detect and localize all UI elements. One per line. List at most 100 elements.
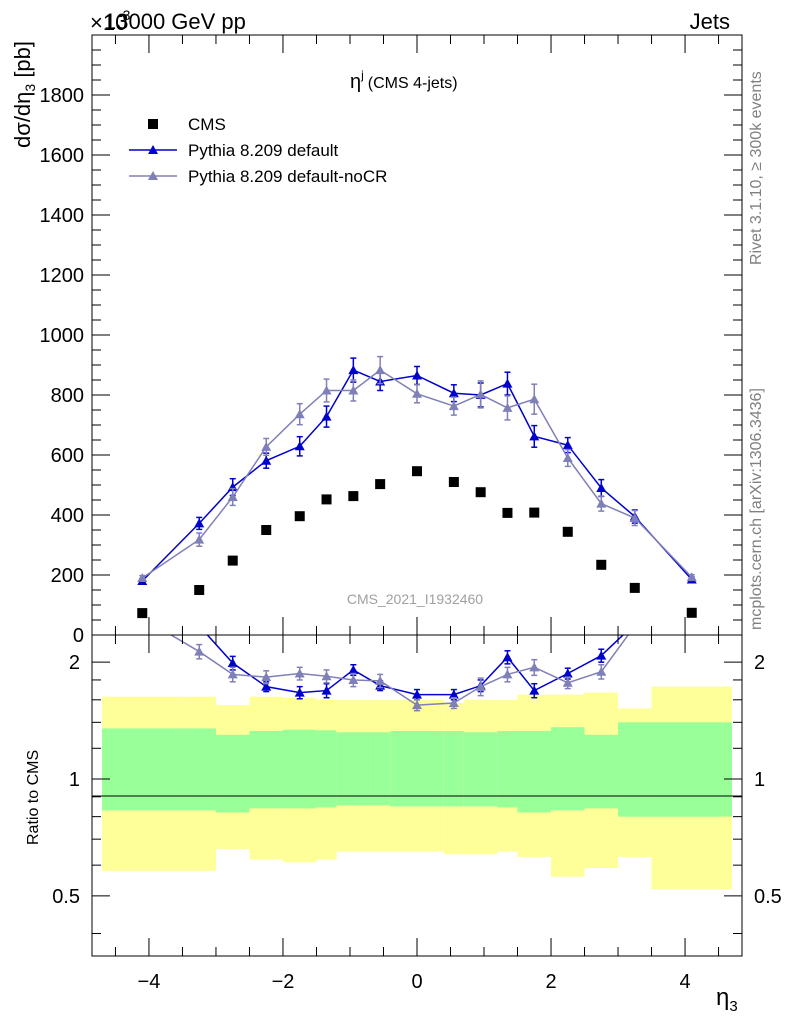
ratio-point-pythia-nocr (227, 669, 238, 679)
ratio-point-pythia-default (321, 685, 332, 695)
ratio-band-inner (463, 732, 498, 807)
legend-marker-pythia-default (148, 145, 158, 154)
ratio-band-inner (249, 730, 283, 809)
x-tick-label: 0 (411, 971, 422, 993)
ratio-band-inner (336, 732, 371, 806)
data-point-pythia-nocr (502, 402, 513, 412)
data-point-pythia-default (529, 431, 540, 441)
data-point-cms (294, 511, 305, 522)
ratio-point-pythia-default (227, 658, 238, 668)
main-y-tick-label: 1800 (40, 85, 85, 107)
main-y-tick-label: 1600 (40, 145, 85, 167)
ratio-band-inner (182, 728, 216, 811)
ratio-point-pythia-default (448, 689, 459, 699)
main-y-tick-label: 200 (51, 565, 84, 587)
data-point-pythia-nocr (194, 534, 205, 544)
main-series (137, 355, 697, 619)
data-point-pythia-default (562, 440, 573, 450)
data-point-pythia-nocr (562, 453, 573, 462)
main-y-tick-label: 1400 (40, 205, 85, 227)
ratio-point-pythia-nocr (562, 677, 573, 687)
ratio-point-pythia-default (596, 650, 607, 660)
beam-label: 13000 GeV pp (104, 9, 246, 34)
ratio-point-pythia-nocr (502, 669, 513, 679)
data-point-pythia-nocr (475, 389, 486, 399)
data-point-pythia-nocr (227, 492, 238, 501)
ratio-point-pythia-nocr (630, 621, 640, 630)
rivet-label: Rivet 3.1.10, ≥ 300k events (748, 71, 765, 265)
ratio-point-pythia-default (412, 689, 422, 699)
ratio-point-pythia-nocr (194, 646, 205, 656)
axis-ticks: 0 200 400 600 800 1000 1200 1400 1600 1800 −4 −2 0 2 4… (40, 35, 782, 993)
data-point-pythia-default (261, 455, 272, 465)
ratio-y-tick-label: 2 (69, 652, 80, 674)
legend-marker-cms (148, 119, 158, 129)
x-axis-label: η3 (716, 984, 738, 1015)
data-point-cms (375, 479, 386, 490)
data-point-pythia-nocr (596, 498, 607, 508)
ratio-band-inner (215, 734, 250, 813)
data-point-pythia-nocr (629, 513, 640, 522)
data-point-pythia-nocr (137, 573, 148, 582)
legend: CMS Pythia 8.209 default Pythia 8.209 defa… (129, 115, 387, 186)
data-point-pythia-nocr (448, 401, 459, 411)
ratio-band-inner (551, 727, 585, 811)
ratio-point-pythia-nocr (294, 668, 305, 678)
ratio-point-pythia-default (194, 621, 204, 630)
plot-title: ηj (CMS 4-jets) (350, 68, 458, 93)
ratio-point-pythia-nocr (412, 700, 422, 710)
ratio-point-pythia-default (529, 685, 540, 695)
data-point-cms (629, 582, 640, 593)
data-point-pythia-default (412, 370, 422, 380)
ratio-y-tick-label: 0.5 (52, 886, 80, 908)
data-point-cms (686, 607, 697, 618)
process-label: Jets (690, 9, 730, 34)
main-y-tick-label: 1200 (40, 265, 85, 287)
legend-label-cms: CMS (188, 115, 226, 134)
data-point-cms (137, 608, 148, 619)
ratio-point-pythia-default (261, 681, 272, 691)
ratio-point-pythia-nocr (529, 662, 540, 672)
x-tick-label: 4 (679, 971, 690, 993)
ratio-point-pythia-nocr (448, 697, 459, 707)
data-point-pythia-nocr (321, 385, 332, 395)
ratio-point-pythia-default (502, 652, 513, 662)
main-y-tick-label: 400 (51, 505, 84, 527)
main-y-axis-label: dσ/dη3 [pb] (10, 41, 38, 148)
ratio-band-inner (584, 734, 619, 809)
ratio-point-pythia-nocr (596, 666, 607, 676)
ratio-point-pythia-default (137, 622, 147, 631)
ratio-point-pythia-default (562, 668, 573, 678)
ratio-band-inner (651, 722, 732, 817)
ratio-band-inner (443, 730, 464, 807)
ratio-band-inner (282, 729, 317, 809)
ratio-point-pythia-nocr (321, 671, 332, 681)
ratio-band-inner (517, 730, 552, 813)
data-point-pythia-nocr (294, 409, 305, 419)
legend-label-pythia-default: Pythia 8.209 default (188, 141, 339, 160)
ratio-y-tick-label-right: 0.5 (754, 886, 782, 908)
exponent-value: -3 (118, 7, 131, 23)
data-point-cms (412, 466, 422, 477)
data-point-pythia-nocr (375, 365, 386, 375)
x-tick-label: 2 (545, 971, 556, 993)
data-point-cms (562, 526, 573, 537)
ratio-band-inner (370, 732, 391, 806)
ratio-point-pythia-nocr (475, 681, 486, 691)
mcplots-label: mcplots.cern.ch [arXiv:1306.3436] (748, 388, 765, 630)
data-point-cms (475, 487, 486, 498)
analysis-watermark: CMS_2021_I1932460 (347, 591, 483, 607)
ratio-point-pythia-default (687, 620, 697, 629)
main-y-tick-label: 600 (51, 445, 84, 467)
ratio-y-tick-label: 1 (69, 769, 80, 791)
data-point-pythia-nocr (348, 385, 359, 395)
ratio-band-inner (390, 730, 444, 807)
data-point-pythia-default (502, 378, 513, 388)
data-point-pythia-default (596, 483, 607, 492)
data-point-pythia-default (194, 518, 205, 528)
data-point-cms (596, 559, 607, 570)
data-point-pythia-nocr (686, 572, 697, 582)
x-tick-label: −4 (138, 971, 161, 993)
ratio-point-pythia-nocr (348, 674, 359, 684)
